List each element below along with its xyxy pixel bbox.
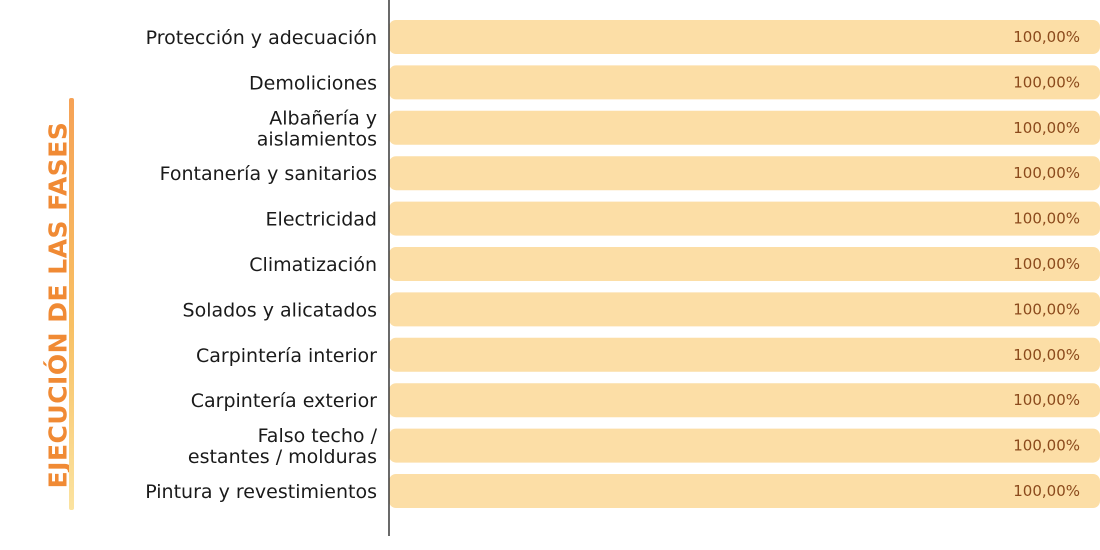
category-label: Protección y adecuación [146,27,377,49]
category-label: Pintura y revestimientos [145,481,377,503]
value-label: 100,00% [1013,346,1080,364]
value-label: 100,00% [1013,28,1080,46]
category-label-line: Carpintería exterior [191,390,377,412]
side-accent-line [69,98,74,510]
value-label: 100,00% [1013,300,1080,318]
bar-9 [389,383,1100,418]
category-label-line: Carpintería interior [196,345,377,367]
category-label: Falso techo / estantes / molduras [188,425,378,468]
bar-7 [389,292,1100,327]
category-label-line: Demoliciones [249,72,377,94]
category-label-line: Solados y alicatados [183,299,377,321]
category-label-line: Albañería y [269,107,377,129]
category-label: Solados y alicatados [183,299,377,321]
category-label-line: aislamientos [257,128,377,150]
category-label: Fontanería y sanitarios [160,163,377,185]
category-label: Demoliciones [249,72,377,94]
category-label: Carpintería interior [196,345,377,367]
category-label-line: Pintura y revestimientos [145,481,377,503]
value-label: 100,00% [1013,119,1080,137]
category-label-line: estantes / molduras [188,446,377,468]
category-label: Electricidad [266,209,377,231]
bar-3 [389,110,1100,145]
value-label: 100,00% [1013,482,1080,500]
category-label-line: Climatización [249,254,377,276]
category-label: Climatización [249,254,377,276]
bar-5 [389,201,1100,236]
category-label-line: Electricidad [266,209,377,231]
value-label: 100,00% [1013,73,1080,91]
category-label-line: Fontanería y sanitarios [160,163,377,185]
category-label-line: Falso techo / [258,425,378,447]
bar-11 [389,474,1100,508]
bar-10 [389,428,1100,463]
bar-6 [389,247,1100,281]
category-label: Albañería y aislamientos [257,107,377,150]
category-label-line: Protección y adecuación [146,27,377,49]
value-labels-layer: 100,00% 100,00% 100,00% 100,00% 100,00% 100,0… [1013,28,1080,500]
value-label: 100,00% [1013,391,1080,409]
value-label: 100,00% [1013,210,1080,228]
value-label: 100,00% [1013,437,1080,455]
bars-layer [389,20,1100,508]
value-label: 100,00% [1013,255,1080,273]
bar-4 [389,156,1100,191]
category-label: Carpintería exterior [191,390,377,412]
bar-8 [389,337,1100,372]
bar-1 [389,20,1100,54]
bar-2 [389,65,1100,100]
category-labels-layer: Protección y adecuación Demoliciones Albañ… [145,27,377,503]
value-label: 100,00% [1013,164,1080,182]
